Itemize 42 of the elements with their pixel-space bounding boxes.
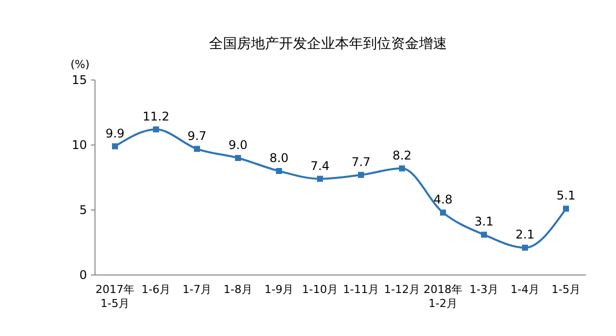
data-label: 5.1 — [556, 188, 576, 203]
point — [399, 165, 405, 172]
data-label: 8.2 — [392, 148, 412, 162]
point — [317, 176, 323, 182]
chart-title: 全国房地产开发企业本年到位资金增速 — [209, 36, 447, 52]
data-label: 11.2 — [142, 109, 170, 124]
point — [276, 168, 282, 174]
y-tick-label: 0 — [79, 268, 87, 282]
point — [522, 244, 528, 251]
point — [358, 172, 364, 178]
data-label: 7.7 — [351, 154, 371, 169]
point — [153, 126, 159, 132]
x-tick-label: 2017年 1-5月 — [96, 283, 134, 310]
point — [235, 155, 241, 161]
data-label: 9.9 — [105, 126, 125, 140]
y-tick-label: 5 — [79, 203, 87, 218]
x-tick-label: 1-7月 — [182, 283, 212, 296]
x-tick-label: 2018年 1-2月 — [424, 283, 462, 310]
point — [481, 232, 487, 238]
x-tick-label: 1-4月 — [510, 283, 540, 296]
data-label: 9.0 — [228, 138, 248, 152]
x-tick-label: 1-8月 — [224, 283, 252, 296]
x-tick-label: 1-3月 — [470, 283, 498, 296]
point — [563, 206, 569, 212]
x-tick-label: 1-6月 — [142, 283, 170, 296]
data-label: 9.7 — [187, 128, 207, 143]
x-tick-label: 1-5月 — [552, 283, 580, 296]
y-axis-title: (%) — [70, 58, 90, 71]
x-tick-label: 1-11月 — [343, 283, 379, 296]
data-label: 2.1 — [515, 228, 535, 242]
data-label: 7.4 — [310, 158, 330, 173]
y-tick-label: 10 — [72, 138, 87, 152]
x-tick-label: 1-10月 — [302, 283, 338, 296]
point — [112, 143, 118, 150]
data-label: 4.8 — [433, 192, 453, 207]
point — [440, 210, 446, 216]
x-tick-label: 1-9月 — [264, 283, 294, 296]
point — [194, 146, 200, 152]
x-tick-label: 1-12月 — [384, 283, 420, 296]
data-label: 8.0 — [269, 151, 289, 165]
y-tick-label: 15 — [72, 73, 87, 88]
data-label: 3.1 — [474, 214, 494, 229]
